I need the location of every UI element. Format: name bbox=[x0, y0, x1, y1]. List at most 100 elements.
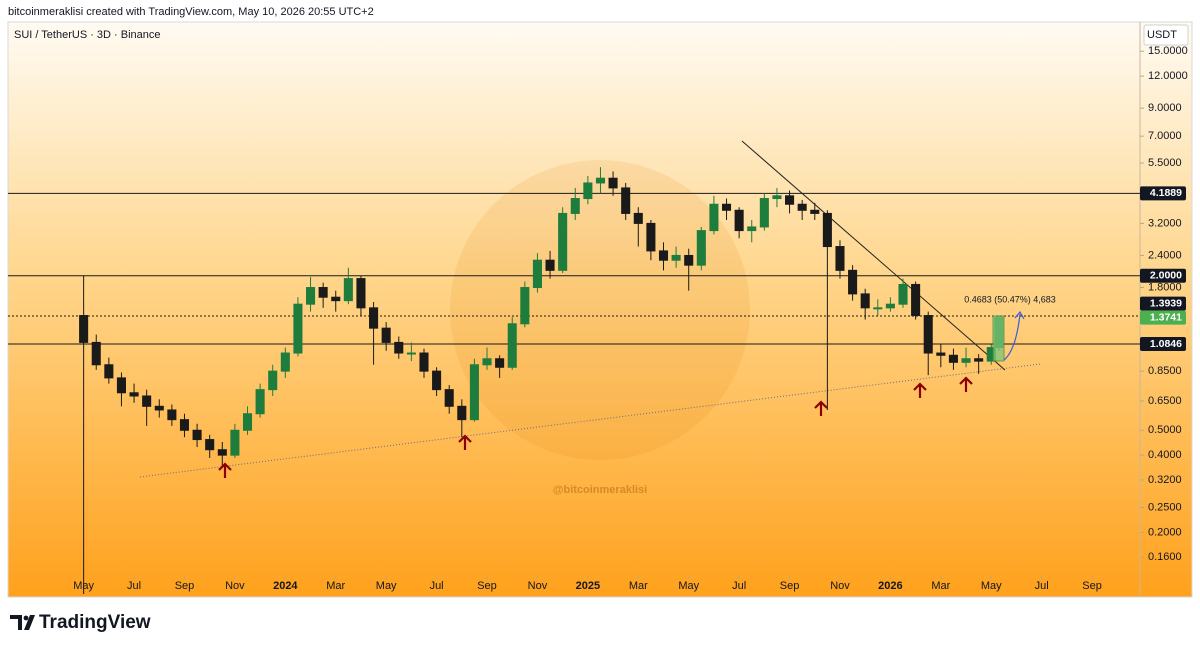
y-tick-label: 2.4000 bbox=[1148, 249, 1182, 261]
price-label: 1.0846 bbox=[1150, 338, 1182, 350]
trendlines bbox=[139, 140, 1041, 478]
candle-body bbox=[747, 226, 757, 232]
candle-body bbox=[974, 358, 984, 362]
candle-body bbox=[179, 419, 190, 431]
x-tick-label: Jul bbox=[127, 580, 141, 592]
x-tick-label: Jul bbox=[1035, 580, 1049, 592]
x-tick-label: Jul bbox=[732, 580, 746, 592]
candle-body bbox=[129, 392, 139, 397]
candle-body bbox=[961, 358, 971, 363]
price-label: 1.3741 bbox=[1150, 311, 1182, 323]
projection-arrowhead bbox=[1014, 310, 1025, 320]
price-label: 2.0000 bbox=[1150, 270, 1182, 282]
y-tick-label: 0.3200 bbox=[1148, 474, 1182, 486]
header: bitcoinmeraklisi created with TradingVie… bbox=[8, 6, 374, 18]
y-tick-label: 0.4000 bbox=[1148, 449, 1182, 461]
candle-body bbox=[911, 283, 921, 317]
candle-body bbox=[482, 358, 492, 366]
candle-body bbox=[507, 323, 517, 368]
footer-brand: TradingView bbox=[39, 612, 151, 633]
candle-body bbox=[520, 287, 530, 325]
candle-body bbox=[469, 364, 479, 421]
x-tick-label: Nov bbox=[225, 580, 245, 592]
candle-body bbox=[595, 177, 606, 184]
candle-body bbox=[116, 377, 126, 394]
x-tick-label: May bbox=[678, 580, 699, 592]
candle-body bbox=[936, 352, 946, 356]
y-tick-label: 3.2000 bbox=[1148, 217, 1182, 229]
candle-body bbox=[860, 293, 870, 309]
y-tick-label: 15.0000 bbox=[1148, 45, 1188, 57]
x-tick-label: Nov bbox=[528, 580, 548, 592]
candle-body bbox=[608, 177, 618, 189]
price-label-box bbox=[1140, 296, 1186, 311]
candle-body bbox=[873, 307, 883, 310]
y-tick-label: 12.0000 bbox=[1148, 70, 1188, 82]
x-tick-label: 2026 bbox=[878, 580, 902, 592]
candle-body bbox=[217, 449, 227, 456]
y-tick-label: 0.2000 bbox=[1148, 526, 1182, 538]
x-tick-label: May bbox=[376, 580, 397, 592]
price-label-box bbox=[1140, 186, 1186, 201]
candle-body bbox=[331, 296, 341, 302]
candle-body bbox=[495, 358, 505, 368]
candle-body bbox=[167, 409, 177, 421]
measure-box bbox=[992, 315, 1005, 362]
x-tick-label: Mar bbox=[326, 580, 345, 592]
x-tick-label: 2025 bbox=[576, 580, 600, 592]
x-tick-label: May bbox=[981, 580, 1002, 592]
x-tick-label: Mar bbox=[629, 580, 648, 592]
x-tick-label: Nov bbox=[830, 580, 850, 592]
price-label-box bbox=[1140, 336, 1186, 351]
candle-body bbox=[432, 370, 442, 391]
candle-body bbox=[343, 278, 353, 302]
candle-body bbox=[318, 287, 328, 298]
candle-body bbox=[785, 195, 795, 205]
footer-logo bbox=[10, 615, 35, 630]
arrow bbox=[458, 434, 472, 450]
candle-body bbox=[293, 303, 303, 354]
y-tick-label: 0.5000 bbox=[1148, 424, 1182, 436]
candle-body bbox=[381, 327, 391, 343]
candle-body bbox=[268, 370, 278, 391]
candle-body bbox=[255, 389, 265, 415]
candle-body bbox=[79, 315, 89, 343]
candle-body bbox=[192, 429, 202, 441]
y-tick-label: 0.6500 bbox=[1148, 395, 1182, 407]
support-line bbox=[139, 363, 1041, 478]
measure-label: 0.4683 (50.47%) 4,683 bbox=[964, 294, 1056, 304]
brand-icon-dot bbox=[23, 615, 29, 621]
candle-body bbox=[759, 198, 769, 228]
x-tick-label: May bbox=[73, 580, 94, 592]
candle-body bbox=[369, 307, 379, 329]
candle-body bbox=[671, 254, 681, 261]
resistance-line bbox=[741, 140, 1006, 371]
symbol: SUI / TetherUS · 3D · Binance bbox=[14, 29, 161, 41]
candle-body bbox=[457, 405, 467, 421]
candle-body bbox=[306, 287, 316, 305]
candle-body bbox=[948, 354, 958, 363]
y-tick-label: 0.8500 bbox=[1148, 365, 1182, 377]
candle-body bbox=[898, 283, 908, 305]
x-tick-label: Sep bbox=[780, 580, 800, 592]
candle-body bbox=[419, 352, 429, 372]
price-label: 1.3939 bbox=[1150, 297, 1182, 309]
candle-body bbox=[230, 429, 240, 456]
candle-body bbox=[734, 209, 744, 232]
candle-body bbox=[684, 254, 694, 266]
candle-body bbox=[205, 439, 215, 451]
candle-body bbox=[583, 182, 593, 200]
candle-body bbox=[532, 259, 542, 289]
x-tick-label: 2024 bbox=[273, 580, 298, 592]
chart-panel bbox=[7, 21, 1193, 598]
candle-body bbox=[658, 250, 669, 261]
candle-body bbox=[797, 203, 807, 211]
candle-body bbox=[848, 269, 858, 295]
arrow bbox=[959, 376, 973, 392]
watermark: @bitcoinmeraklisi bbox=[553, 484, 647, 496]
y-tick-label: 7.0000 bbox=[1148, 130, 1182, 142]
candle-body bbox=[394, 341, 404, 354]
arrow bbox=[218, 462, 232, 478]
candle-body bbox=[709, 203, 719, 232]
